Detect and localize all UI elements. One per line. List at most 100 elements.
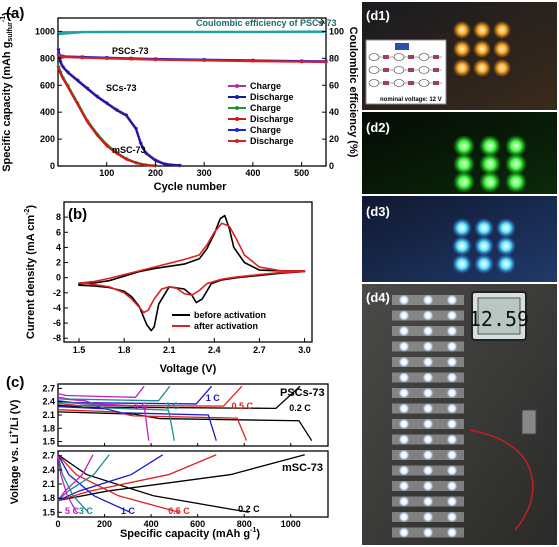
x-tick-label: 2.7 <box>253 345 266 355</box>
ce-point <box>87 30 90 34</box>
ce-point <box>301 30 304 34</box>
ce-point <box>155 30 158 34</box>
y-tick-label: 0 <box>56 273 61 283</box>
orange-led <box>473 59 491 77</box>
ce-point <box>213 30 217 34</box>
legend-label: before activation <box>194 310 266 320</box>
ce-point <box>139 30 142 34</box>
ce-point <box>145 30 148 34</box>
x-tick-label: 0 <box>55 519 60 529</box>
resistor-symbol <box>408 68 414 72</box>
ce-point <box>98 30 102 34</box>
ce-point <box>303 30 306 34</box>
panel-a-data-marks <box>56 18 328 168</box>
white-led <box>446 527 458 538</box>
white-led <box>446 310 458 321</box>
data-point <box>56 48 61 53</box>
y-tick-label: 2.4 <box>42 397 55 407</box>
white-led <box>446 511 458 523</box>
blue-led <box>496 236 516 256</box>
y2-tick-label: 60 <box>329 80 339 90</box>
ce-point <box>85 30 88 34</box>
rate-label-bottom: 3 C <box>79 506 94 516</box>
y-tick-label: 1000 <box>35 26 55 36</box>
charge-curve-0.2C <box>57 385 301 410</box>
y-tick-label: 0 <box>50 161 55 171</box>
data-point <box>143 151 148 156</box>
ce-point <box>268 30 271 34</box>
ce-point <box>204 30 207 34</box>
data-point <box>133 127 138 131</box>
panel-a: 100 200 300 400 500 0 200 400 600 800 1000 0 20 40 60 8… <box>0 5 359 193</box>
y-tick-label: 1.5 <box>42 437 55 447</box>
data-point <box>85 87 90 91</box>
panel-c: 1.5 1.8 2.1 2.4 2.7 1.5 1.8 2.1 2.4 2.7 0 200 400 600… <box>6 374 329 540</box>
ce-point <box>248 30 252 34</box>
ce-point <box>61 30 64 34</box>
data-point <box>124 157 129 162</box>
battery-icon <box>395 43 409 50</box>
charge-curve-3C <box>57 454 110 501</box>
ce-point <box>206 30 209 34</box>
ce-point <box>295 30 298 34</box>
white-led <box>446 356 458 368</box>
rate-label-top: 0.5 C <box>231 401 253 411</box>
white-led <box>398 418 410 430</box>
panel-b-y-axis-label: Current density (mA cm-2) <box>24 205 37 340</box>
blue-led <box>452 236 472 256</box>
ce-point <box>260 30 263 34</box>
led-symbol <box>393 79 405 87</box>
ce-point <box>229 30 232 34</box>
ce-point <box>118 30 121 34</box>
legend-label: Charge <box>250 103 281 113</box>
green-led <box>453 153 475 175</box>
green-led <box>479 153 501 175</box>
y2-tick-label: 0 <box>329 161 334 171</box>
panel-a-y2-axis-label: Coulombic efficiency (%) <box>347 27 359 158</box>
ce-point <box>188 30 191 34</box>
resistor-symbol <box>383 55 389 59</box>
ce-point <box>250 30 254 34</box>
ce-point <box>186 30 189 34</box>
ce-point <box>112 30 115 34</box>
ce-point <box>219 30 222 34</box>
series-line-scs-73-discharge <box>57 50 180 167</box>
x-tick-label: 400 <box>144 519 159 529</box>
white-led <box>398 527 410 538</box>
charge-curve-5C <box>57 385 145 398</box>
ce-point <box>258 30 261 34</box>
discharge-curve-0.2C <box>57 454 249 513</box>
ce-point <box>317 30 320 34</box>
white-led <box>422 310 434 321</box>
ce-point <box>128 30 131 34</box>
white-led <box>446 480 458 492</box>
orange-led <box>493 40 511 58</box>
msc-annotation: mSC-73 <box>112 145 146 155</box>
y-tick-label: 600 <box>40 80 55 90</box>
white-led <box>422 356 434 368</box>
green-led <box>505 135 527 157</box>
ce-point <box>264 30 267 34</box>
panel-c-label: (c) <box>6 374 24 391</box>
data-point <box>75 79 80 83</box>
data-point <box>104 144 109 148</box>
wire <box>469 429 534 531</box>
ce-point <box>168 30 172 34</box>
y-tick-label: -6 <box>53 318 61 328</box>
y-tick-label: 8 <box>56 212 61 222</box>
panel-c-ticks: 1.5 1.8 2.1 2.4 2.7 1.5 1.8 2.1 2.4 2.7 0 200 400 600… <box>42 383 300 529</box>
discharge-curve-0.2C <box>57 411 313 442</box>
charge-curve-1C <box>57 454 164 502</box>
ce-point <box>254 30 257 34</box>
voltmeter-reading: 12.59 <box>469 307 529 331</box>
orange-led <box>453 40 471 58</box>
nominal-voltage-caption: nominal voltage: 12 V <box>380 97 442 103</box>
panel-b-data-marks <box>78 214 306 332</box>
discharge-curve-5C <box>57 454 78 513</box>
y-tick-label: 2.7 <box>42 451 55 461</box>
blue-led <box>474 218 494 238</box>
panel-b-plot-frame <box>63 201 313 343</box>
ce-point <box>200 30 203 34</box>
